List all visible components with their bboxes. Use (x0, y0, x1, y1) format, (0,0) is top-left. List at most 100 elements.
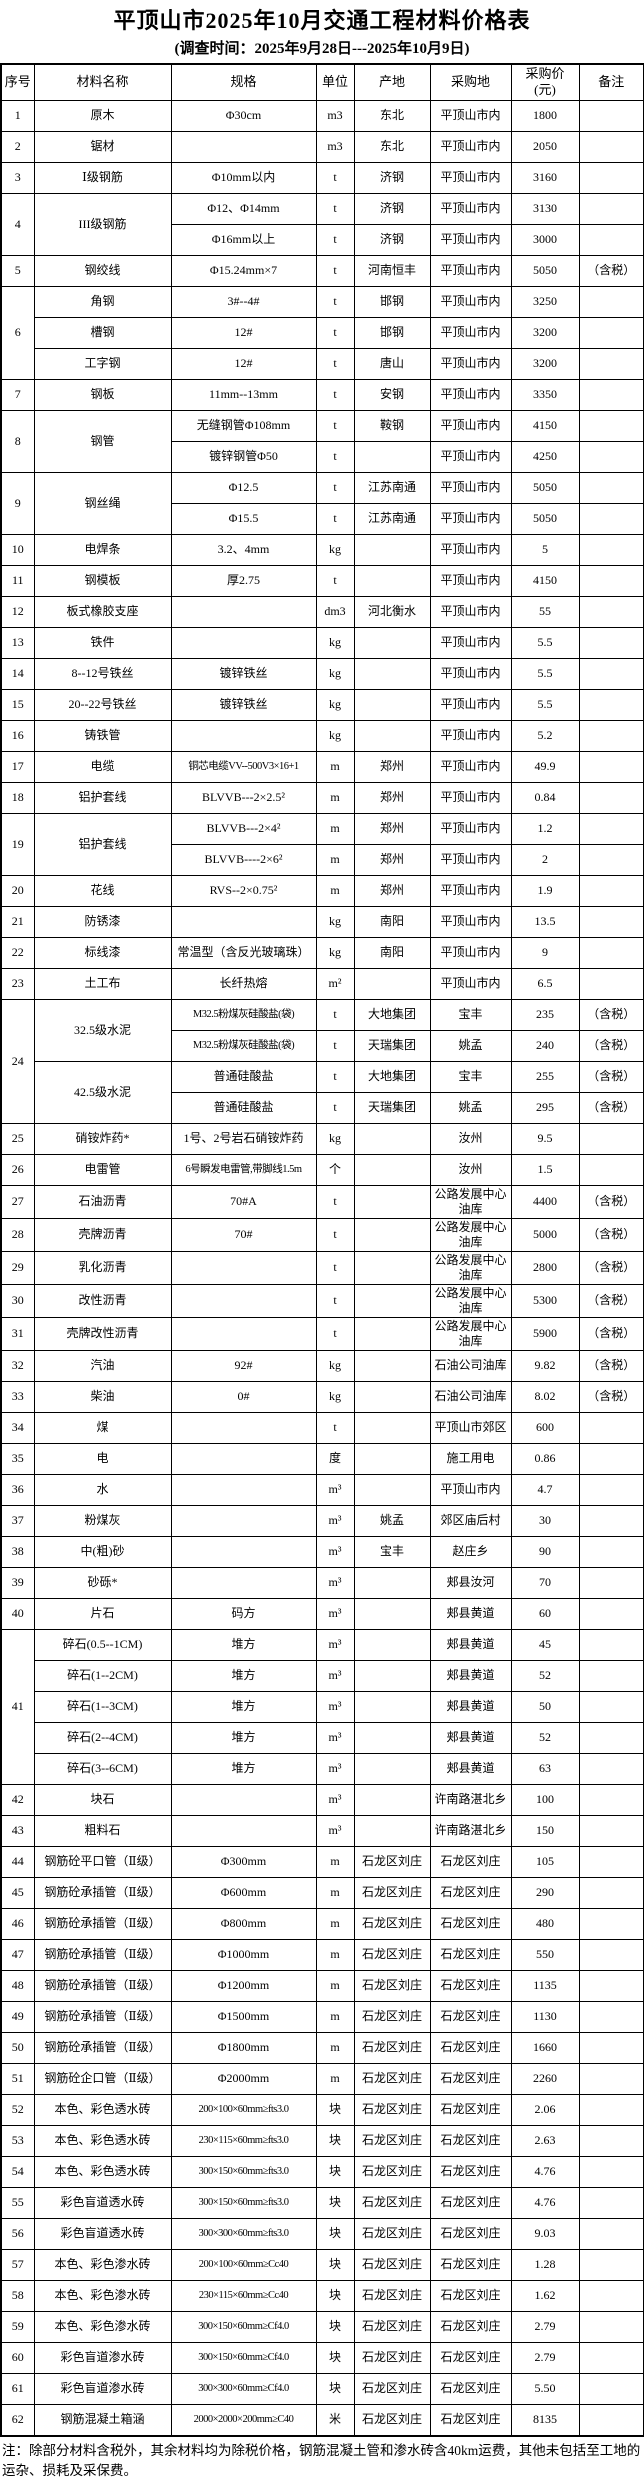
table-cell: t (316, 1092, 354, 1123)
table-cell: 平顶山市内 (430, 689, 511, 720)
table-cell (171, 596, 316, 627)
table-cell: 20 (1, 875, 34, 906)
table-cell: 安钢 (354, 379, 430, 410)
table-cell: t (316, 379, 354, 410)
table-cell: 姚孟 (354, 1505, 430, 1536)
table-cell: 230×115×60mm≥fts3.0 (171, 2125, 316, 2156)
table-cell: 平顶山市内 (430, 410, 511, 441)
table-cell (579, 1598, 644, 1629)
table-cell: 平顶山市内 (430, 968, 511, 999)
table-cell (354, 1251, 430, 1284)
table-cell (354, 1629, 430, 1660)
table-cell: 2800 (511, 1251, 579, 1284)
table-cell (579, 503, 644, 534)
table-cell: 255 (511, 1061, 579, 1092)
table-cell: 汝州 (430, 1154, 511, 1185)
table-cell: 槽钢 (34, 317, 171, 348)
table-cell: 平顶山市内 (430, 286, 511, 317)
table-cell: 石龙区刘庄 (354, 2311, 430, 2342)
table-cell: 46 (1, 1908, 34, 1939)
table-cell: 56 (1, 2218, 34, 2249)
table-cell: （含税） (579, 1381, 644, 1412)
table-cell: 57 (1, 2249, 34, 2280)
table-cell: kg (316, 720, 354, 751)
table-cell: 13.5 (511, 906, 579, 937)
table-cell (579, 782, 644, 813)
table-cell: 55 (1, 2187, 34, 2218)
table-cell (579, 565, 644, 596)
table-cell: 22 (1, 937, 34, 968)
table-cell: 8--12号铁丝 (34, 658, 171, 689)
table-cell: t (316, 1061, 354, 1092)
table-cell: 天瑞集团 (354, 1030, 430, 1061)
table-cell: 天瑞集团 (354, 1092, 430, 1123)
table-cell (171, 720, 316, 751)
table-cell: 壳牌改性沥青 (34, 1317, 171, 1350)
table-cell: 公路发展中心油库 (430, 1185, 511, 1218)
table-cell: 平顶山市内 (430, 224, 511, 255)
table-cell: 9.03 (511, 2218, 579, 2249)
footnote: 注：除部分材料含税外，其余材料均为除税价格，钢筋混凝土管和渗水砖含40km运费，… (2, 2441, 644, 2482)
table-cell: 8 (1, 410, 34, 472)
table-cell: M32.5粉煤灰硅酸盐(袋) (171, 1030, 316, 1061)
table-cell: 0# (171, 1381, 316, 1412)
table-cell: 江苏南通 (354, 472, 430, 503)
table-cell (579, 1123, 644, 1154)
table-cell: t (316, 999, 354, 1030)
table-cell (354, 1123, 430, 1154)
table-cell: 5.5 (511, 627, 579, 658)
table-cell: 石龙区刘庄 (354, 2187, 430, 2218)
table-cell (579, 286, 644, 317)
table-cell: 济钢 (354, 224, 430, 255)
table-cell (579, 1939, 644, 1970)
table-cell (354, 1474, 430, 1505)
table-cell: 汝州 (430, 1123, 511, 1154)
table-cell: m³ (316, 1691, 354, 1722)
table-cell: 石龙区刘庄 (430, 2218, 511, 2249)
table-cell: 42 (1, 1784, 34, 1815)
table-cell: 宝丰 (354, 1536, 430, 1567)
table-cell: 5000 (511, 1218, 579, 1251)
table-cell (171, 1784, 316, 1815)
table-cell: 3250 (511, 286, 579, 317)
table-cell (171, 1474, 316, 1505)
table-cell: 公路发展中心油库 (430, 1284, 511, 1317)
column-header: 材料名称 (34, 64, 171, 100)
table-cell: 块 (316, 2125, 354, 2156)
table-cell: t (316, 472, 354, 503)
table-cell (171, 1815, 316, 1846)
table-cell: 33 (1, 1381, 34, 1412)
table-cell: 290 (511, 1877, 579, 1908)
table-cell: t (316, 317, 354, 348)
table-cell: 郏县黄道 (430, 1753, 511, 1784)
table-cell: 镀锌铁丝 (171, 658, 316, 689)
table-cell (354, 1185, 430, 1218)
table-cell: 平顶山市内 (430, 379, 511, 410)
table-cell (354, 1284, 430, 1317)
table-cell: （含税） (579, 1030, 644, 1061)
table-cell: 平顶山市内 (430, 441, 511, 472)
table-cell: 4 (1, 193, 34, 255)
table-cell: 60 (511, 1598, 579, 1629)
table-cell (354, 1567, 430, 1598)
table-cell: 2000×2000×200mm≥C40 (171, 2404, 316, 2436)
table-cell: 70#A (171, 1185, 316, 1218)
table-cell (579, 410, 644, 441)
